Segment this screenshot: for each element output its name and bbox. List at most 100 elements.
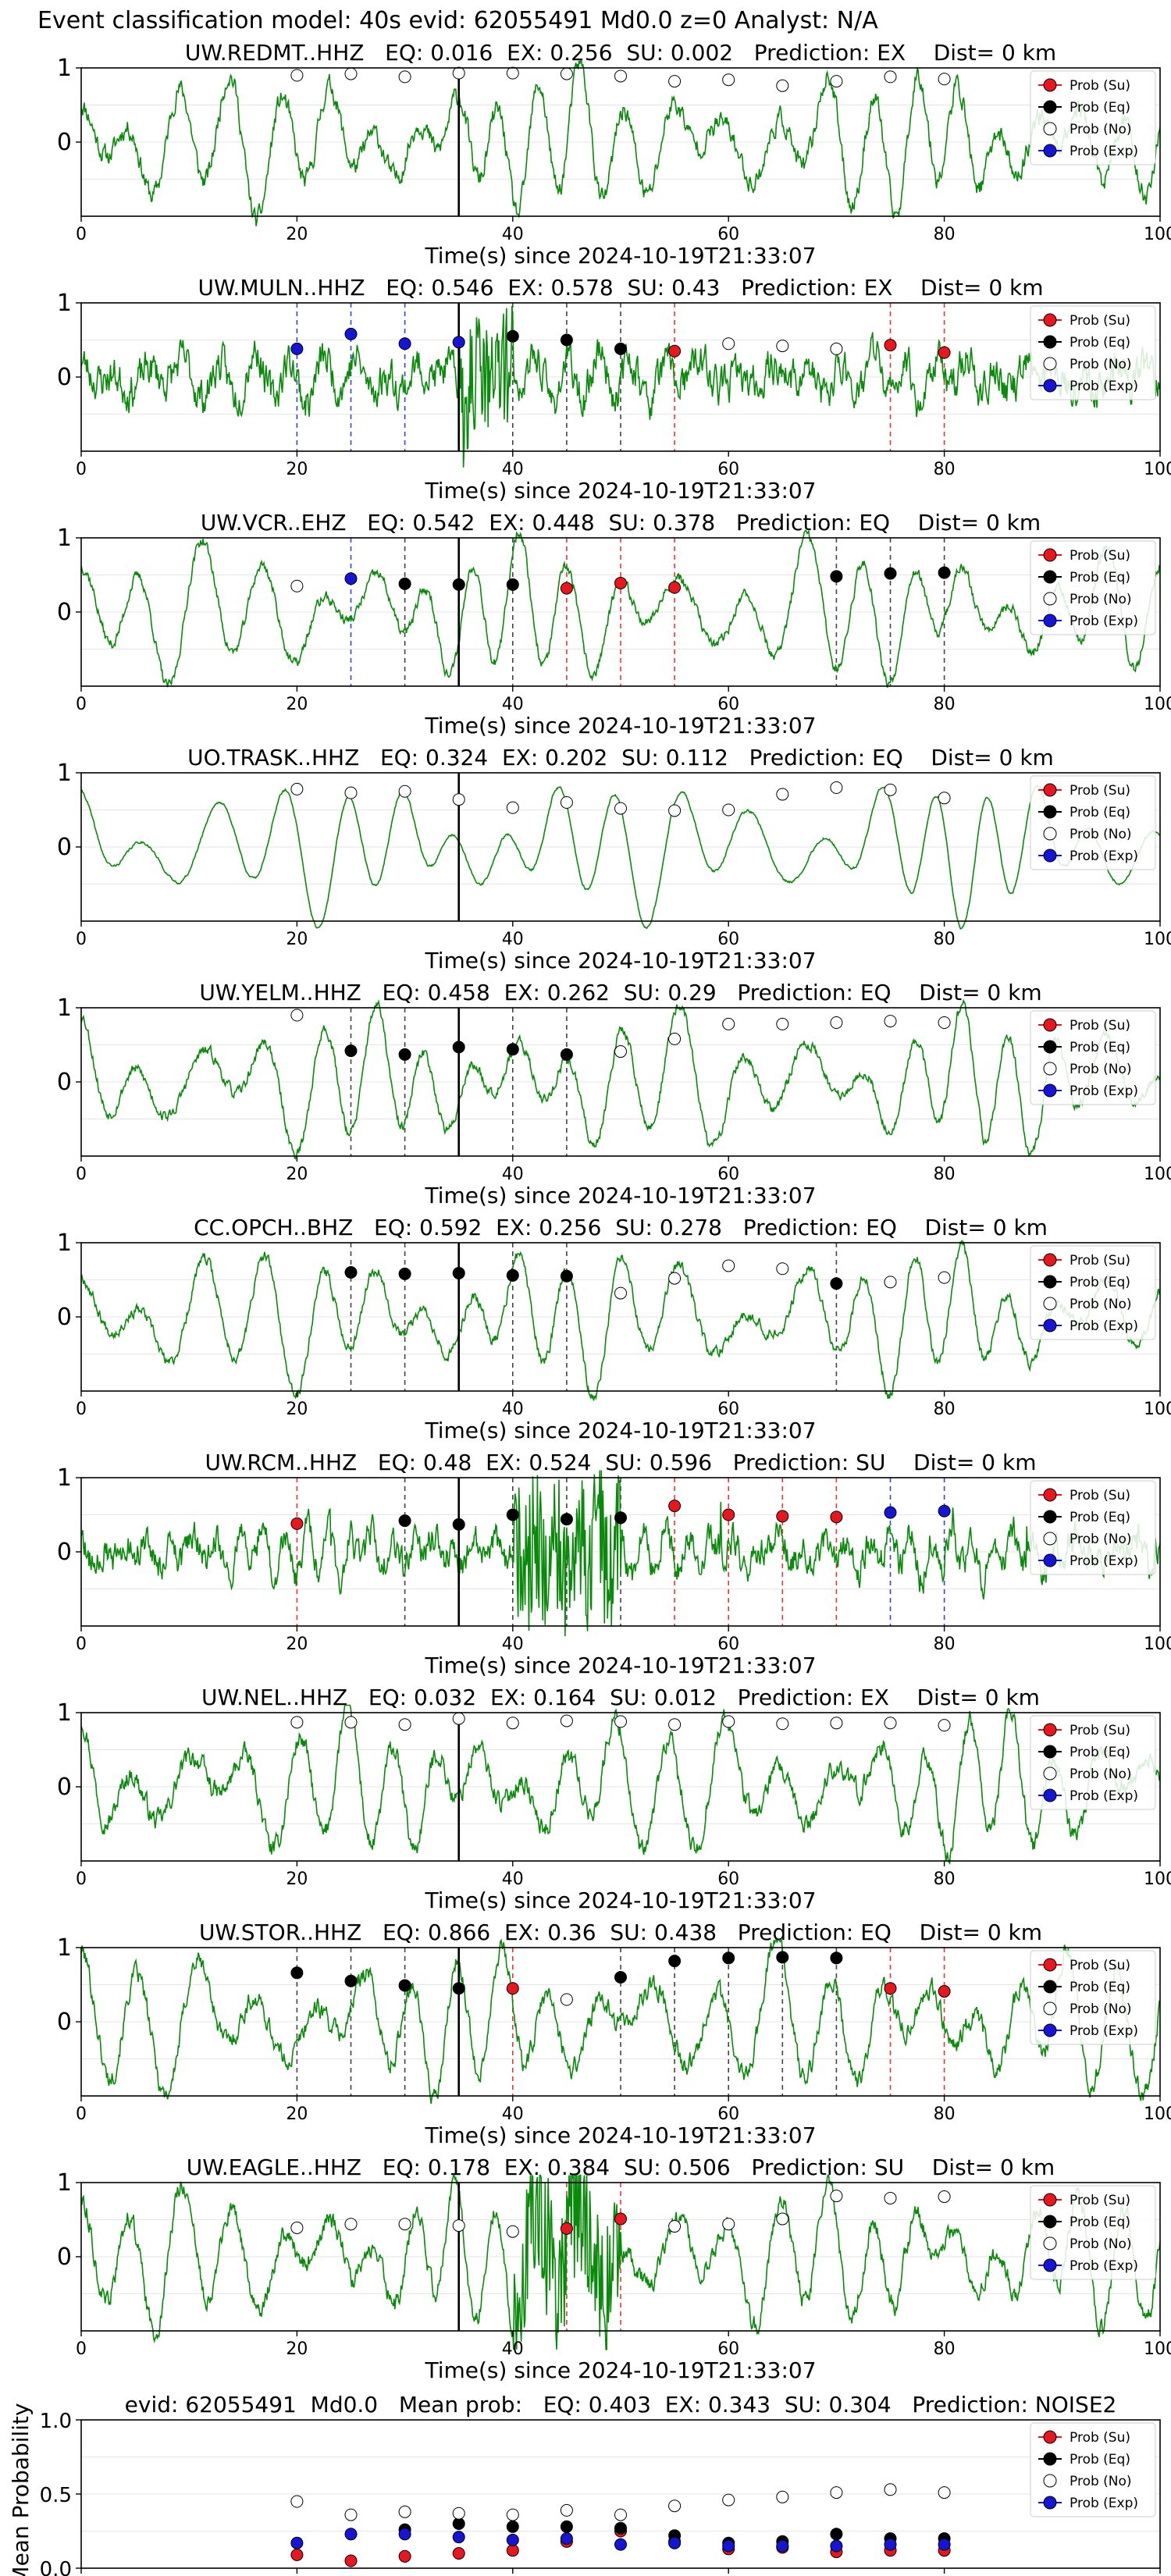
mean-point-no xyxy=(938,2486,951,2500)
y-tick-label: 1 xyxy=(57,2169,72,2197)
legend-marker-su xyxy=(1043,1488,1057,1502)
legend-label-exp: Prob (Exp) xyxy=(1070,1318,1138,1334)
panel-title: CC.OPCH..BHZ EQ: 0.592 EX: 0.256 SU: 0.2… xyxy=(194,1215,1048,1240)
legend-label-exp: Prob (Exp) xyxy=(1070,1083,1138,1099)
panel-3: UW.VCR..EHZ EQ: 0.542 EX: 0.448 SU: 0.37… xyxy=(57,510,1171,738)
prob-point-eq xyxy=(398,577,411,590)
x-tick-label: 20 xyxy=(286,460,308,479)
y-tick-label: 0 xyxy=(57,599,72,626)
prob-point-no xyxy=(560,796,573,809)
x-tick-label: 20 xyxy=(286,2105,308,2124)
legend-marker-eq xyxy=(1043,2452,1057,2466)
prob-point-no xyxy=(776,788,789,801)
prob-point-no xyxy=(776,1262,789,1276)
mean-point-no xyxy=(560,2503,573,2517)
y-tick-label: 1 xyxy=(57,760,72,787)
prob-point-eq xyxy=(614,1971,627,1984)
x-tick-label: 60 xyxy=(717,930,739,949)
prob-point-exp xyxy=(452,336,465,349)
prob-point-no xyxy=(830,75,843,88)
legend-marker-eq xyxy=(1043,1980,1057,1994)
legend-label-eq: Prob (Eq) xyxy=(1070,570,1130,585)
mean-point-su xyxy=(398,2549,411,2563)
legend-label-exp: Prob (Exp) xyxy=(1070,2258,1138,2274)
x-tick-label: 100 xyxy=(1144,1400,1171,1419)
prob-point-eq xyxy=(614,342,627,355)
prob-point-no xyxy=(776,2212,789,2226)
prob-point-eq xyxy=(560,1048,573,1061)
prob-point-no xyxy=(722,73,735,87)
prob-point-no xyxy=(614,1286,627,1300)
legend-marker-su xyxy=(1043,1958,1057,1972)
x-tick-label: 20 xyxy=(286,2339,308,2359)
legend-label-no: Prob (No) xyxy=(1070,2474,1132,2489)
legend-marker-eq xyxy=(1043,335,1057,349)
prob-point-eq xyxy=(506,578,519,591)
prob-point-su xyxy=(884,339,897,352)
x-tick-label: 60 xyxy=(717,2105,739,2124)
legend-marker-no xyxy=(1043,592,1057,606)
legend-label-su: Prob (Su) xyxy=(1070,78,1130,94)
prob-point-no xyxy=(560,67,573,80)
prob-point-no xyxy=(668,1032,682,1045)
prob-point-exp xyxy=(344,572,358,585)
x-tick-label: 40 xyxy=(502,695,524,714)
prob-point-eq xyxy=(398,1979,411,1992)
panel-title: UW.RCM..HHZ EQ: 0.48 EX: 0.524 SU: 0.596… xyxy=(205,1450,1036,1475)
x-tick-label: 20 xyxy=(286,1400,308,1419)
panel-5: UW.YELM..HHZ EQ: 0.458 EX: 0.262 SU: 0.2… xyxy=(57,980,1171,1208)
prob-point-no xyxy=(290,69,304,82)
prob-point-su xyxy=(560,2222,573,2235)
prob-point-no xyxy=(506,66,519,80)
prob-point-eq xyxy=(506,1508,519,1521)
prob-point-no xyxy=(614,802,627,815)
prob-point-no xyxy=(884,70,897,84)
x-tick-label: 80 xyxy=(934,2105,956,2124)
prob-point-eq xyxy=(506,1268,519,1282)
legend-marker-exp xyxy=(1043,1318,1057,1332)
mean-point-su xyxy=(452,2547,465,2560)
panel-8: UW.NEL..HHZ EQ: 0.032 EX: 0.164 SU: 0.01… xyxy=(57,1685,1171,1913)
legend-marker-exp xyxy=(1043,2023,1057,2037)
prob-point-no xyxy=(290,579,304,592)
legend-box xyxy=(1030,70,1156,165)
legend-label-eq: Prob (Eq) xyxy=(1070,1040,1130,1055)
y-tick-label: 1 xyxy=(57,55,72,82)
legend-marker-no xyxy=(1043,2474,1057,2488)
prob-point-no xyxy=(722,337,735,350)
legend-marker-eq xyxy=(1043,570,1057,584)
mean-point-no xyxy=(452,2507,465,2520)
legend-box xyxy=(1030,1010,1156,1105)
legend-box xyxy=(1030,1480,1156,1575)
x-tick-label: 0 xyxy=(76,1165,87,1184)
y-tick-label: 0 xyxy=(57,2008,72,2036)
waveform-trace xyxy=(80,1938,1161,2105)
legend-marker-eq xyxy=(1043,805,1057,819)
x-axis-label: Time(s) since 2024-10-19T21:33:07 xyxy=(424,1653,816,1678)
mean-point-no xyxy=(722,2493,735,2507)
mean-point-exp xyxy=(398,2528,411,2541)
legend-marker-no xyxy=(1043,357,1057,371)
prob-point-eq xyxy=(830,1277,843,1290)
prob-point-exp xyxy=(398,337,411,350)
x-tick-label: 80 xyxy=(934,1400,956,1419)
y-tick-label: 1 xyxy=(57,1699,72,1727)
legend-marker-eq xyxy=(1043,1040,1057,1054)
panel-title: UW.EAGLE..HHZ EQ: 0.178 EX: 0.384 SU: 0.… xyxy=(187,2154,1055,2180)
prob-point-no xyxy=(830,2190,843,2203)
legend-label-su: Prob (Su) xyxy=(1070,1253,1130,1268)
x-tick-label: 60 xyxy=(717,695,739,714)
prob-point-su xyxy=(290,1517,304,1530)
panels: UW.REDMT..HHZ EQ: 0.016 EX: 0.256 SU: 0.… xyxy=(8,40,1171,2576)
x-axis-label: Time(s) since 2024-10-19T21:33:07 xyxy=(424,243,816,269)
mean-point-no xyxy=(884,2483,897,2496)
x-tick-label: 60 xyxy=(717,1165,739,1184)
prob-point-su xyxy=(668,1500,682,1513)
legend-label-exp: Prob (Exp) xyxy=(1070,1553,1138,1569)
prob-point-no xyxy=(938,1271,951,1284)
legend-marker-no xyxy=(1043,1297,1057,1311)
prob-point-no xyxy=(290,2221,304,2234)
mean-point-no xyxy=(398,2505,411,2518)
prob-point-no xyxy=(722,1017,735,1030)
panel-9: UW.STOR..HHZ EQ: 0.866 EX: 0.36 SU: 0.43… xyxy=(57,1920,1171,2148)
